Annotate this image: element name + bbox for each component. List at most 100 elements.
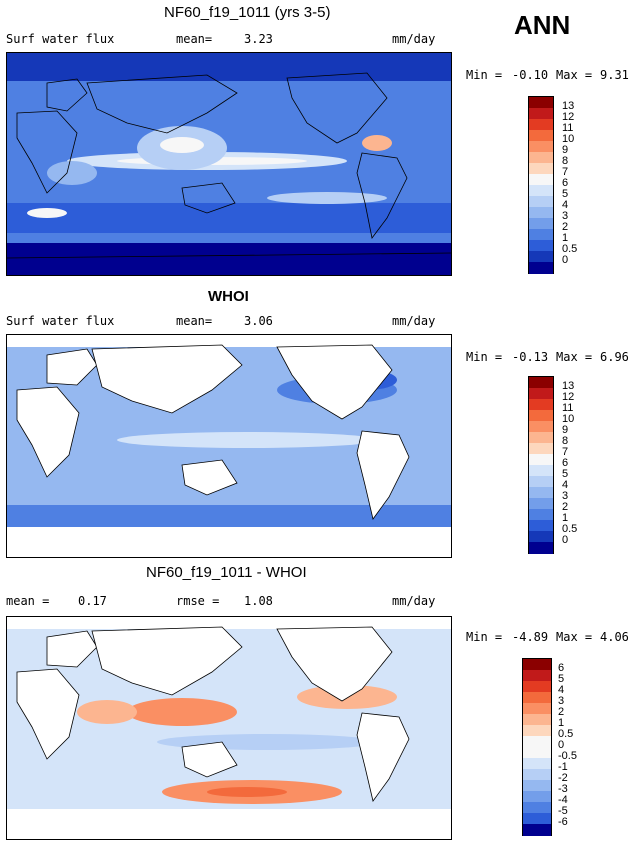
panel1-coast-australia [181, 182, 236, 214]
colorbar-tick-label: 1 [562, 232, 569, 244]
panel2-land-europe [46, 348, 98, 386]
panel1-map-svg [7, 53, 451, 275]
panel2-antarctic-mask [7, 527, 451, 557]
panel3-antarctic-mask [7, 809, 451, 839]
colorbar-segment [529, 542, 553, 554]
colorbar-tick-label: 10 [562, 133, 575, 145]
colorbar-segment [529, 174, 553, 186]
panel1-spcz [267, 192, 387, 204]
panel3-colorbar-fill [523, 659, 551, 836]
panel2-mean-label: mean= [176, 314, 213, 328]
panel1-mean-value: 3.23 [244, 32, 273, 46]
colorbar-segment [523, 758, 551, 770]
panel1-southern-band [7, 203, 451, 233]
colorbar-segment [529, 509, 553, 521]
panel3-title: NF60_f19_1011 - WHOI [146, 564, 307, 581]
colorbar-segment [529, 531, 553, 543]
colorbar-segment [523, 747, 551, 759]
colorbar-tick-label: 3 [562, 210, 569, 222]
colorbar-tick-label: 4 [558, 684, 565, 696]
colorbar-segment [523, 824, 551, 836]
panel3-southern-core [207, 787, 287, 797]
colorbar-tick-label: 11 [562, 402, 574, 414]
colorbar-segment [529, 262, 553, 274]
colorbar-tick-label: 3 [562, 490, 569, 502]
panel3-arctic-mask [7, 617, 451, 629]
colorbar-tick-label: 4 [562, 479, 569, 491]
colorbar-tick-label: 0.5 [558, 728, 574, 740]
panel3-land-europe [46, 630, 98, 668]
colorbar-segment [529, 196, 553, 208]
colorbar-segment [523, 659, 551, 671]
panel1-map [6, 52, 452, 276]
panel1-south-atlantic-high [27, 208, 67, 218]
panel3-land-africa [16, 668, 80, 760]
panel1-coast-south-america [356, 152, 408, 239]
colorbar-segment [529, 229, 553, 241]
panel1-coast-antarctica [7, 252, 451, 259]
colorbar-segment [529, 108, 553, 120]
colorbar-tick-label: 2 [558, 706, 565, 718]
colorbar-tick-label: -0.5 [558, 750, 577, 762]
colorbar-tick-label: 5 [562, 188, 569, 200]
colorbar-tick-label: -5 [558, 805, 568, 817]
colorbar-segment [523, 681, 551, 693]
colorbar-segment [523, 725, 551, 737]
panel1-units: mm/day [392, 32, 436, 46]
panel3-mean-value: 0.17 [78, 594, 107, 608]
panel1-max-value: 9.31 [600, 68, 629, 82]
colorbar-segment [529, 218, 553, 230]
colorbar-tick-label: 6 [562, 177, 569, 189]
colorbar-tick-label: 7 [562, 446, 569, 458]
colorbar-segment [529, 251, 553, 263]
panel3-rmse-label: rmse = [176, 594, 220, 608]
colorbar-segment [529, 97, 553, 109]
colorbar-segment [529, 520, 553, 532]
panel1-colorbar-fill [529, 97, 553, 274]
panel3-warm-pool-bias [127, 698, 237, 726]
colorbar-tick-label: -2 [558, 772, 568, 784]
colorbar-segment [529, 498, 553, 510]
colorbar-segment [523, 780, 551, 792]
colorbar-segment [523, 791, 551, 803]
colorbar-segment [523, 736, 551, 748]
colorbar-tick-label: 1 [558, 717, 565, 729]
panel2-variable: Surf water flux [6, 314, 115, 328]
panel3-colorbar-labels: 6 5 4 3 2 1 0.5 0 -0.5 -1 -2 -3 -4 -5 -6 [558, 658, 602, 834]
panel3-max-label: Max = [556, 630, 593, 644]
panel3-indian-bias [77, 700, 137, 724]
colorbar-tick-label: 0.5 [562, 243, 578, 255]
colorbar-segment [529, 152, 553, 164]
colorbar-segment [529, 185, 553, 197]
panel3-map-svg [7, 617, 451, 839]
panel2-land-south-america [356, 430, 410, 520]
colorbar-tick-label: 11 [562, 122, 574, 134]
colorbar-segment [529, 410, 553, 422]
colorbar-segment [523, 813, 551, 825]
panel2-land-asia [91, 344, 243, 414]
panel3-land-asia [91, 626, 243, 696]
colorbar-segment [529, 388, 553, 400]
colorbar-segment [529, 377, 553, 389]
panel1-coast-africa [16, 110, 78, 194]
panel3-land-north-america [276, 626, 393, 702]
panel3-colorbar [522, 658, 552, 836]
colorbar-tick-label: 0 [562, 534, 569, 546]
panel1-variable: Surf water flux [6, 32, 115, 46]
colorbar-tick-label: 2 [562, 501, 569, 513]
panel1-mean-label: mean= [176, 32, 213, 46]
colorbar-tick-label: 13 [562, 380, 575, 392]
panel3-map [6, 616, 452, 840]
colorbar-segment [523, 692, 551, 704]
panel2-land-africa [16, 386, 80, 478]
panel2-min-value: -0.13 [512, 350, 549, 364]
colorbar-tick-label: 3 [558, 695, 565, 707]
panel1-caribbean-high [362, 135, 392, 151]
colorbar-segment [523, 769, 551, 781]
colorbar-segment [529, 454, 553, 466]
panel2-title: WHOI [208, 288, 249, 305]
colorbar-segment [529, 465, 553, 477]
panel1-colorbar [528, 96, 554, 274]
panel2-units: mm/day [392, 314, 436, 328]
panel1-max-label: Max = [556, 68, 593, 82]
